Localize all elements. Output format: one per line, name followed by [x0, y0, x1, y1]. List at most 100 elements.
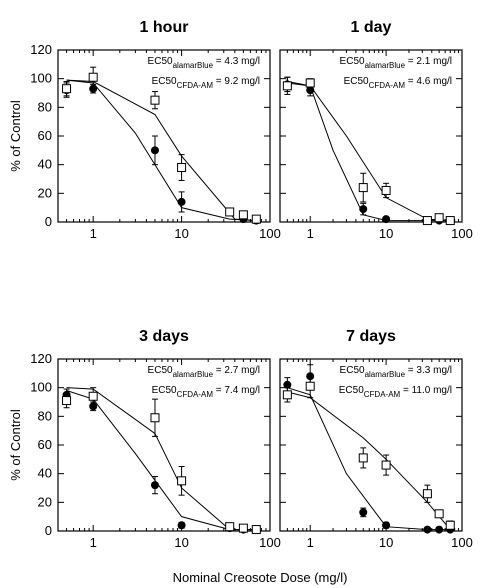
x-tick-label: 1 [307, 226, 314, 241]
x-tick-label: 1 [307, 535, 314, 550]
fit-curve [66, 390, 257, 531]
data-point-square [282, 390, 292, 400]
panel-title: 7 days [346, 328, 396, 345]
x-tick-label: 1 [90, 535, 97, 550]
data-point-square [177, 163, 187, 173]
ec50-annotation: EC50CFDA-AM = 7.4 mg/l [152, 385, 260, 399]
ec50-value: = 7.4 mg/l [213, 385, 260, 396]
data-point-square [305, 78, 315, 88]
data-point-circle [283, 380, 292, 389]
ec50-prefix: EC50 [148, 56, 173, 67]
data-point-circle [382, 521, 391, 530]
ec50-subscript: alamarBlue [173, 370, 214, 379]
fit-curve [287, 391, 451, 530]
data-point-square [177, 476, 187, 486]
ec50-subscript: alamarBlue [365, 370, 406, 379]
data-point-square [305, 381, 315, 391]
data-point-square [422, 216, 432, 226]
data-point-circle [382, 215, 391, 224]
data-point-square [238, 210, 248, 220]
x-tick-label: 10 [379, 535, 393, 550]
data-point-square [88, 72, 98, 82]
x-tick-label: 100 [451, 226, 473, 241]
data-point-circle [435, 525, 444, 534]
ec50-prefix: EC50 [340, 56, 365, 67]
x-tick-label: 10 [379, 226, 393, 241]
x-axis-label: Nominal Creosote Dose (mg/l) [173, 570, 348, 585]
data-point-square [445, 520, 455, 530]
ec50-subscript: CFDA-AM [177, 390, 214, 399]
ec50-value: = 3.3 mg/l [405, 365, 452, 376]
ec50-value: = 4.3 mg/l [213, 56, 260, 67]
data-point-circle [89, 84, 98, 93]
x-tick-label: 1 [90, 226, 97, 241]
x-tick-label: 10 [174, 226, 188, 241]
fit-curve [66, 79, 257, 222]
ec50-prefix: EC50 [339, 385, 364, 396]
y-tick-label: 40 [38, 466, 52, 481]
ec50-annotation: EC50CFDA-AM = 11.0 mg/l [339, 385, 452, 399]
data-point-circle [306, 86, 315, 95]
ec50-value: = 11.0 mg/l [400, 385, 452, 396]
ec50-value: = 2.1 mg/l [405, 56, 452, 67]
ec50-subscript: CFDA-AM [177, 81, 214, 90]
ec50-annotation: EC50CFDA-AM = 4.6 mg/l [344, 76, 452, 90]
data-point-square [62, 84, 72, 94]
data-point-square [150, 95, 160, 105]
x-tick-label: 100 [259, 535, 281, 550]
data-point-square [434, 213, 444, 223]
ec50-prefix: EC50 [152, 385, 177, 396]
y-tick-label: 80 [38, 408, 52, 423]
y-axis-label: % of Control [8, 100, 23, 172]
data-point-circle [89, 402, 98, 411]
ec50-value: = 9.2 mg/l [213, 76, 260, 87]
data-point-circle [177, 521, 186, 530]
data-point-square [358, 453, 368, 463]
y-tick-label: 80 [38, 99, 52, 114]
ec50-prefix: EC50 [344, 76, 369, 87]
ec50-annotation: EC50alamarBlue = 2.7 mg/l [148, 365, 260, 379]
ec50-annotation: EC50CFDA-AM = 9.2 mg/l [152, 76, 260, 90]
y-tick-label: 60 [38, 128, 52, 143]
data-point-circle [150, 146, 159, 155]
panel-3: 3 days 1 10 100 0 20 40 60 80 100 120 % of Control N… [8, 328, 347, 585]
y-tick-label: 0 [45, 523, 52, 538]
y-tick-label: 100 [30, 71, 52, 86]
ec50-prefix: EC50 [152, 76, 177, 87]
data-point-circle [359, 205, 368, 214]
panel-title: 3 days [139, 328, 189, 345]
ec50-prefix: EC50 [340, 365, 365, 376]
data-point-circle [177, 197, 186, 206]
ec50-subscript: CFDA-AM [364, 390, 401, 399]
ec50-annotation: EC50alamarBlue = 4.3 mg/l [148, 56, 260, 70]
y-tick-label: 60 [38, 437, 52, 452]
data-point-square [422, 489, 432, 499]
data-point-square [238, 523, 248, 533]
y-tick-label: 20 [38, 185, 52, 200]
ec50-annotation: EC50alamarBlue = 3.3 mg/l [340, 365, 452, 379]
ec50-prefix: EC50 [148, 365, 173, 376]
data-point-square [150, 413, 160, 423]
data-point-square [381, 185, 391, 195]
fit-curve [287, 387, 451, 531]
ec50-subscript: CFDA-AM [369, 81, 406, 90]
y-tick-label: 120 [30, 42, 52, 57]
data-point-square [358, 183, 368, 193]
data-point-square [251, 525, 261, 535]
x-tick-label: 10 [174, 535, 188, 550]
fit-curve [66, 79, 257, 222]
panel-1: 1 hour 1 10 100 0 20 40 60 80 100 120 % of Control E… [8, 19, 281, 241]
y-tick-label: 120 [30, 351, 52, 366]
data-point-square [225, 207, 235, 217]
x-tick-label: 100 [451, 535, 473, 550]
data-point-square [62, 396, 72, 406]
data-point-circle [359, 508, 368, 517]
data-point-circle [423, 525, 432, 534]
y-tick-label: 0 [45, 214, 52, 229]
data-point-square [381, 460, 391, 470]
data-point-circle [150, 481, 159, 490]
data-point-square [445, 216, 455, 226]
